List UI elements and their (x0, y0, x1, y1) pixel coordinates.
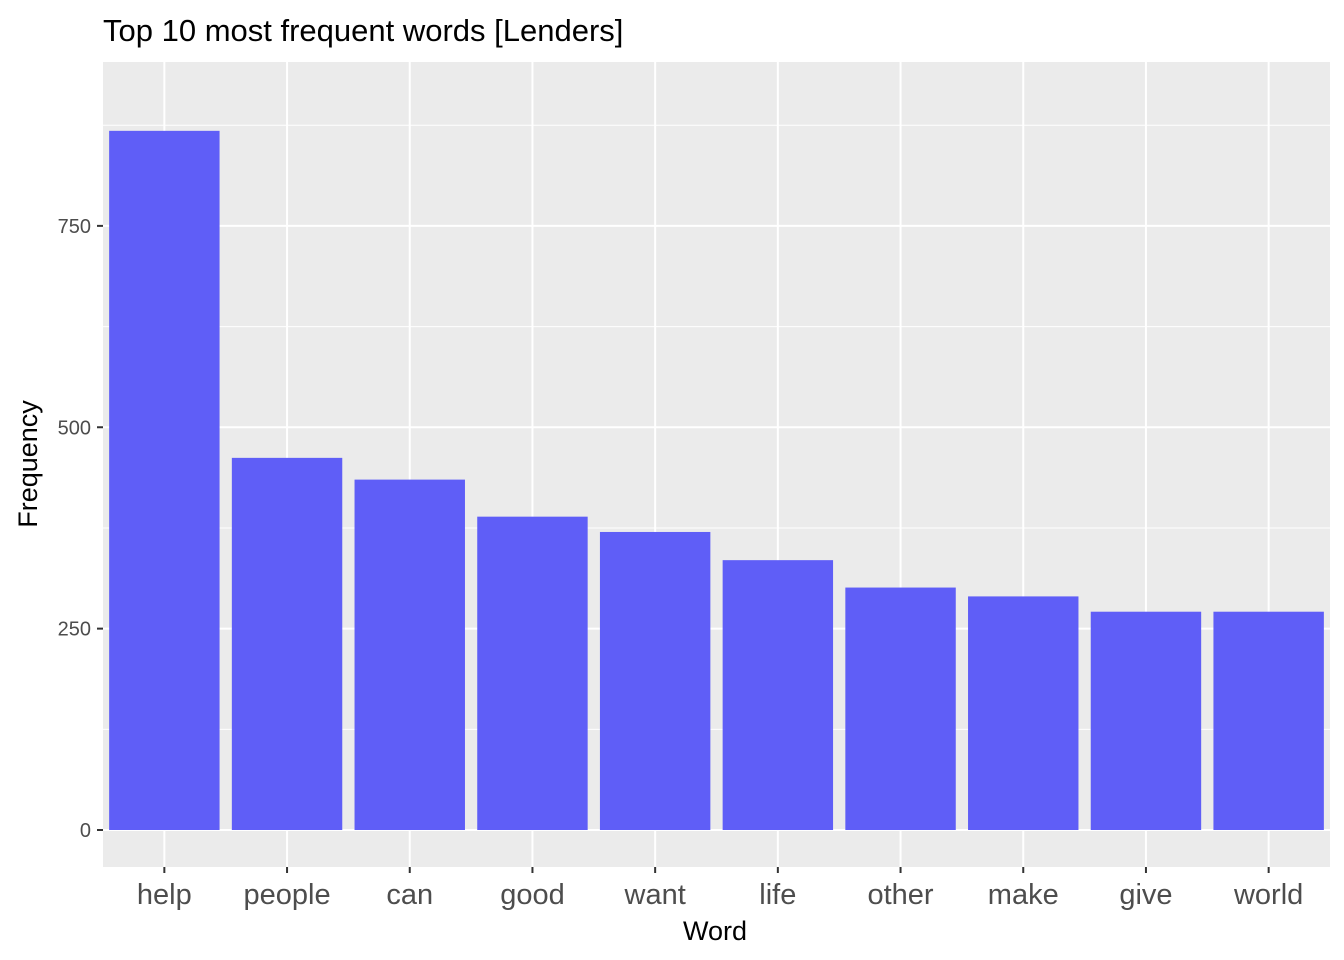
x-axis-title: Word (683, 916, 747, 946)
bar-want (599, 531, 711, 830)
bar-can (354, 479, 465, 830)
bar-good (477, 516, 588, 830)
bar-give (1090, 611, 1202, 830)
x-tick-label-people: people (244, 879, 331, 911)
y-tick-label: 750 (58, 216, 91, 238)
x-tick-label-want: want (624, 879, 686, 911)
bars (109, 130, 1324, 831)
x-tick-label-world: world (1233, 879, 1303, 911)
x-tick-label-life: life (759, 879, 796, 911)
x-tick-label-make: make (988, 879, 1059, 911)
x-axis: help people can good want life other make give wo… (137, 867, 1303, 911)
bar-people (231, 457, 343, 830)
x-tick-label-good: good (500, 879, 565, 911)
bar-make (968, 596, 1079, 830)
y-axis-title: Frequency (13, 400, 43, 528)
bar-life (722, 560, 834, 830)
x-tick-label-other: other (867, 879, 933, 911)
bar-help (109, 130, 220, 831)
x-tick-label-can: can (386, 879, 433, 911)
y-tick-label: 0 (80, 820, 91, 842)
y-tick-label: 250 (58, 619, 91, 641)
bar-other (845, 587, 956, 830)
x-tick-label-give: give (1119, 879, 1172, 911)
x-tick-label-help: help (137, 879, 192, 911)
y-tick-label: 500 (58, 417, 91, 439)
y-axis: 0 250 500 750 (58, 216, 103, 842)
bar-world (1213, 611, 1324, 830)
chart-title: Top 10 most frequent words [Lenders] (103, 13, 623, 48)
